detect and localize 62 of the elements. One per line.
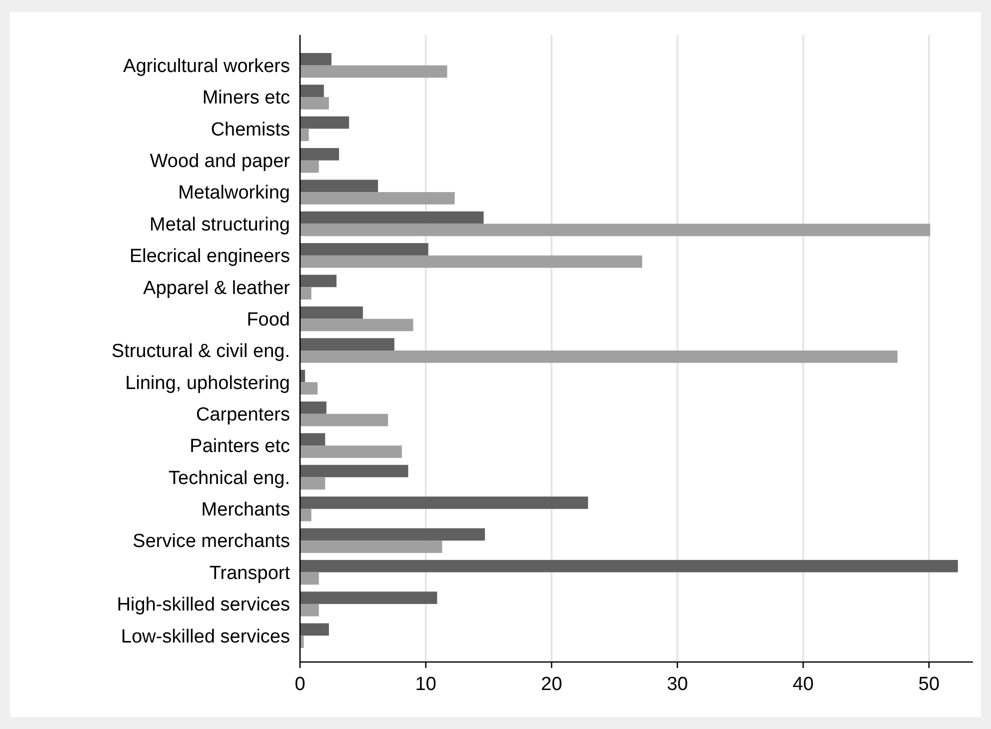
y-tick-label: Technical eng.	[168, 468, 290, 489]
bar	[300, 464, 408, 478]
bar	[300, 318, 414, 332]
bar	[300, 224, 930, 236]
bar	[300, 338, 394, 350]
y-tick-label: Miners etc	[202, 88, 290, 109]
y-tick-label: Metalworking	[178, 182, 290, 204]
x-tick-label: 50	[918, 674, 940, 695]
bar	[300, 382, 318, 395]
bar	[300, 211, 484, 224]
x-tick-label: 40	[792, 674, 814, 695]
y-tick-label: Food	[246, 309, 290, 330]
bar	[300, 496, 588, 509]
y-tick-label: Low-skilled services	[121, 626, 290, 648]
bar	[300, 592, 438, 604]
bar	[300, 572, 319, 585]
y-tick-label: Transport	[209, 562, 291, 584]
bar	[300, 148, 339, 160]
bar	[300, 306, 363, 319]
bar	[300, 477, 326, 490]
bar	[300, 84, 324, 98]
y-tick-label: Structural & civil eng.	[112, 341, 290, 362]
bar	[300, 350, 898, 363]
bar	[300, 604, 319, 616]
bar	[300, 402, 326, 414]
bar	[300, 414, 388, 426]
bar	[300, 623, 329, 636]
x-tick-label: 0	[294, 674, 306, 695]
bar	[300, 192, 455, 204]
y-tick-label: Wood and paper	[150, 151, 291, 172]
bar	[300, 243, 428, 256]
y-tick-label: High-skilled services	[116, 594, 290, 616]
x-tick-label: 30	[666, 674, 688, 695]
y-tick-label: Carpenters	[196, 404, 290, 426]
bar	[300, 53, 332, 66]
bar	[300, 636, 304, 648]
bar	[300, 287, 312, 300]
bar	[300, 540, 442, 553]
bar	[300, 446, 402, 458]
bar	[300, 97, 329, 110]
y-tick-label: Metal structuring	[150, 214, 290, 236]
y-tick-label: Agricultural workers	[123, 56, 290, 78]
y-tick-label: Painters etc	[190, 436, 290, 458]
x-tick-label: 10	[415, 674, 436, 695]
y-tick-label: Service merchants	[132, 531, 290, 552]
y-tick-label: Apparel & leather	[143, 278, 291, 299]
bar	[300, 180, 378, 192]
bar	[300, 116, 350, 129]
bar	[300, 160, 319, 173]
bar	[300, 560, 958, 572]
bar	[300, 128, 309, 142]
bar	[300, 255, 642, 268]
y-tick-label: Lining, upholstering	[125, 372, 290, 394]
bar	[300, 65, 448, 78]
bar	[300, 528, 485, 541]
bar	[300, 433, 326, 446]
y-tick-label: Chemists	[210, 119, 290, 140]
y-tick-label: Merchants	[201, 500, 290, 521]
y-tick-label: Elecrical engineers	[129, 246, 290, 268]
bar	[300, 508, 312, 522]
bar	[300, 274, 336, 288]
x-tick-label: 20	[541, 674, 562, 695]
